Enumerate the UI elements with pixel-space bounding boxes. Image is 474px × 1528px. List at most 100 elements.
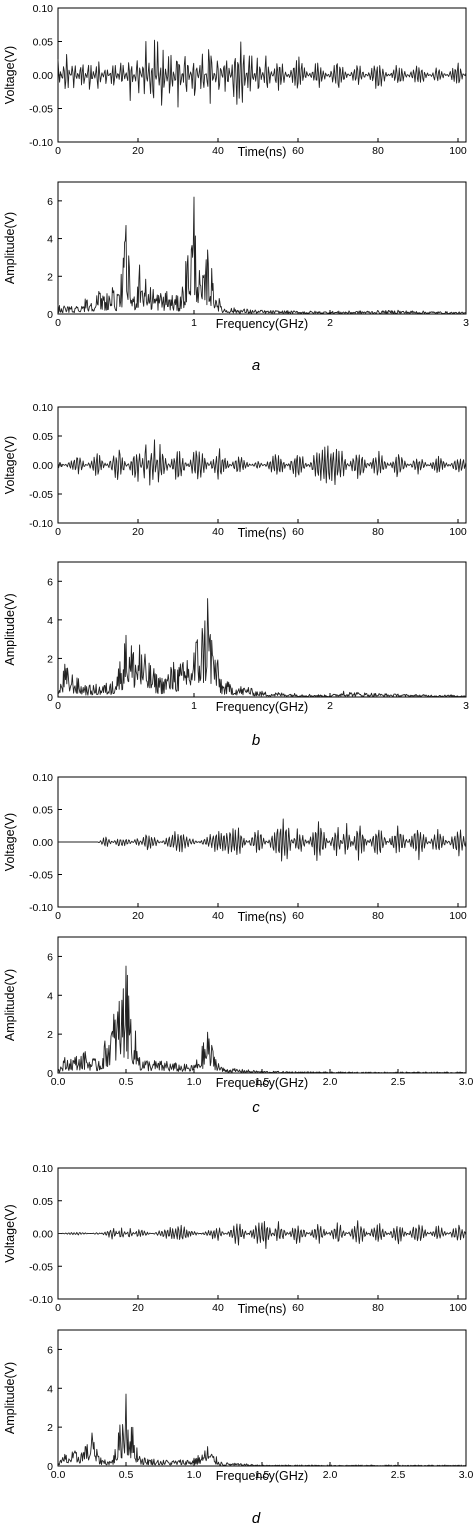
panel-d-freq-xtick-label: 2.5	[391, 1469, 406, 1481]
panel-b-time-ytick-label: 0.10	[33, 402, 54, 414]
panel-d-time-ylabel: Voltage(V)	[3, 1204, 17, 1262]
panel-b-time-xtick-label: 20	[132, 526, 144, 538]
panel-b-freq-frame	[57, 561, 467, 698]
panel-c-time-ytick-label: 0.10	[33, 772, 54, 784]
panel-d-time-ytick-label: -0.05	[29, 1261, 53, 1273]
panel-b-time-xtick-label: 100	[449, 526, 467, 538]
panel-c-time-xtick-label: 20	[132, 910, 144, 922]
panel-a-time-trace	[57, 39, 467, 108]
panel-a-freq-xtick-label: 3	[463, 317, 469, 329]
panel-c-time-trace	[58, 818, 467, 862]
panel-d-freq-xtick-label: 1.0	[187, 1469, 202, 1481]
panel-c-freq-ytick-label: 2	[47, 1029, 53, 1041]
panel-b-freq-xlabel: Frequency(GHz)	[216, 700, 308, 714]
panel-d-time-ytick-label: 0.05	[33, 1196, 54, 1208]
panel-c-time-ytick-label: 0.00	[33, 837, 54, 849]
panel-a-freq-xtick-label: 0	[55, 317, 61, 329]
panel-c-time-ytick-label: -0.05	[29, 870, 53, 882]
panel-c-time-xtick-label: 60	[292, 910, 304, 922]
panel-d-freq-ytick-label: 6	[47, 1344, 53, 1356]
panel-d-time-xtick-label: 80	[372, 1302, 384, 1314]
panel-c-freq-xtick-label: 0.0	[51, 1076, 66, 1088]
panel-c-freq-xtick-label: 2.0	[323, 1076, 338, 1088]
panel-b-time-xlabel: Time(ns)	[238, 526, 287, 540]
panel-b-freq-ytick-label: 4	[47, 615, 53, 627]
panel-b-freq-ylabel: Amplitude(V)	[3, 593, 17, 665]
panel-c-time-ytick-label: 0.05	[33, 805, 54, 817]
panel-b-freq-xtick-label: 2	[327, 700, 333, 712]
panel-a-freq-trace	[57, 196, 467, 315]
panel-b-time-xtick-label: 60	[292, 526, 304, 538]
panel-c-freq-trace	[57, 965, 467, 1074]
panel-b-freq-xtick-label: 1	[191, 700, 197, 712]
panel-c-freq-xlabel: Frequency(GHz)	[216, 1076, 308, 1090]
panel-c-freq-ylabel: Amplitude(V)	[3, 969, 17, 1041]
panel-a-time-xlabel: Time(ns)	[238, 145, 287, 159]
panel-a-time-ytick-label: -0.10	[29, 137, 53, 149]
panel-b-time-xtick-label: 80	[372, 526, 384, 538]
panel-a-freq-xtick-label: 1	[191, 317, 197, 329]
panel-b-freq-xtick-label: 0	[55, 700, 61, 712]
panel-b-freq-trace	[57, 598, 467, 698]
panel-d-freq-xlabel: Frequency(GHz)	[216, 1469, 308, 1483]
panel-c-freq-ytick-label: 4	[47, 990, 53, 1002]
panel-d-freq-ytick-label: 4	[47, 1383, 53, 1395]
panel-a-time-xtick-label: 0	[55, 145, 61, 157]
panel-d-time-xtick-label: 20	[132, 1302, 144, 1314]
panel-b-time-xtick-label: 40	[212, 526, 224, 538]
panel-d-freq-ytick-label: 2	[47, 1422, 53, 1434]
panel-a-freq-frame	[57, 181, 467, 315]
panel-a-time-ytick-label: 0.00	[33, 70, 54, 82]
panel-d-time-xtick-label: 40	[212, 1302, 224, 1314]
panel-label-a: a	[252, 357, 260, 374]
panel-a-time-xtick-label: 100	[449, 145, 467, 157]
panel-b-freq-ytick-label: 0	[47, 692, 53, 704]
panel-a-time-ylabel: Voltage(V)	[3, 46, 17, 104]
panel-d-freq-xtick-label: 1.5	[255, 1469, 270, 1481]
panel-c-time-xtick-label: 80	[372, 910, 384, 922]
panel-c-freq-xtick-label: 1.5	[255, 1076, 270, 1088]
panel-d-freq-trace	[57, 1393, 467, 1467]
panel-a-time-xtick-label: 20	[132, 145, 144, 157]
panel-b-time-xtick-label: 0	[55, 526, 61, 538]
panel-d-freq-xtick-label: 0.5	[119, 1469, 134, 1481]
panel-c-time-ytick-label: -0.10	[29, 902, 53, 914]
panel-d-time-ytick-label: 0.00	[33, 1229, 54, 1241]
panel-c-time-xtick-label: 40	[212, 910, 224, 922]
panel-a-freq-ytick-label: 6	[47, 196, 53, 208]
panel-c-time-xlabel: Time(ns)	[238, 910, 287, 924]
panel-d-time-ytick-label: 0.10	[33, 1163, 54, 1175]
panel-b-time-ytick-label: -0.10	[29, 518, 53, 530]
panel-a-freq-xtick-label: 2	[327, 317, 333, 329]
panel-label-b: b	[252, 732, 260, 749]
panel-d-time-xtick-label: 100	[449, 1302, 467, 1314]
panel-b-freq-xtick-label: 3	[463, 700, 469, 712]
panel-b-time-ytick-label: -0.05	[29, 489, 53, 501]
panel-c-time-xtick-label: 100	[449, 910, 467, 922]
panel-d-freq-ytick-label: 0	[47, 1461, 53, 1473]
panel-d-freq-xtick-label: 2.0	[323, 1469, 338, 1481]
panel-a-freq-ytick-label: 0	[47, 309, 53, 321]
panel-c-freq-xtick-label: 0.5	[119, 1076, 134, 1088]
panel-d-time-xtick-label: 0	[55, 1302, 61, 1314]
panel-a-time-xtick-label: 60	[292, 145, 304, 157]
panel-a-time-ytick-label: 0.05	[33, 37, 54, 49]
panel-b-time-trace	[57, 439, 467, 486]
panel-c-freq-xtick-label: 2.5	[391, 1076, 406, 1088]
panel-c-time-ylabel: Voltage(V)	[3, 813, 17, 871]
panel-b-time-ylabel: Voltage(V)	[3, 436, 17, 494]
panel-label-c: c	[252, 1099, 260, 1116]
panel-a-freq-ytick-label: 4	[47, 234, 53, 246]
panel-a-time-xtick-label: 80	[372, 145, 384, 157]
panel-a-freq-ylabel: Amplitude(V)	[3, 212, 17, 284]
panel-d-freq-xtick-label: 0.0	[51, 1469, 66, 1481]
panel-a-time-ytick-label: 0.10	[33, 3, 54, 15]
panel-d-time-xlabel: Time(ns)	[238, 1302, 287, 1316]
panel-b-freq-ytick-label: 6	[47, 576, 53, 588]
panel-b-time-ytick-label: 0.05	[33, 431, 54, 443]
panel-c-time-xtick-label: 0	[55, 910, 61, 922]
panel-a-freq-ytick-label: 2	[47, 271, 53, 283]
panel-c-freq-ytick-label: 6	[47, 951, 53, 963]
panel-b-freq-ytick-label: 2	[47, 653, 53, 665]
